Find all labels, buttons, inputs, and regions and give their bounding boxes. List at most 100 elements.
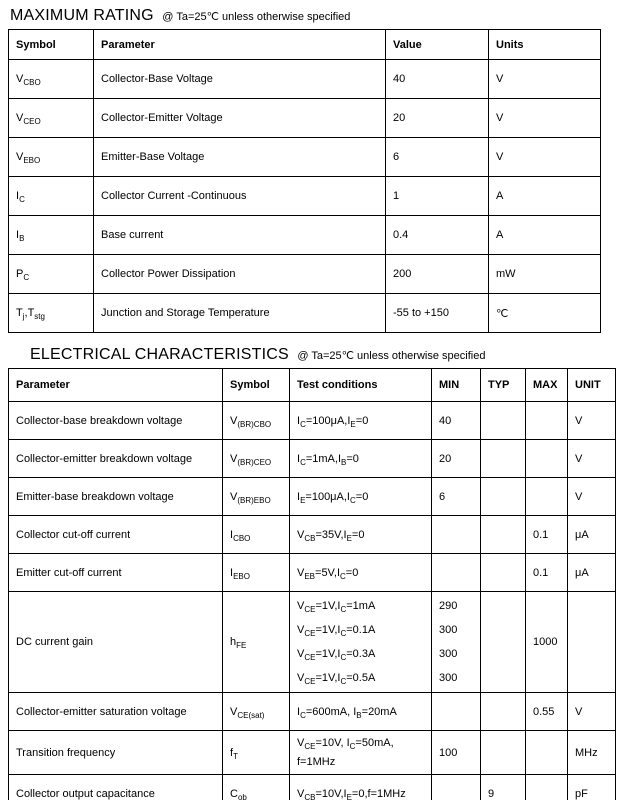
column-header-value: Value (385, 29, 489, 60)
table-header-row: Symbol Parameter Value Units (8, 29, 601, 60)
symbol-cell: VCBO (8, 59, 94, 99)
min-cell (431, 692, 481, 731)
table-row: Collector-emitter saturation voltage VCE(… (8, 692, 616, 731)
column-header-symbol: Symbol (222, 368, 290, 402)
min-cell: 100 (431, 730, 481, 775)
max-rating-title: MAXIMUM RATING @ Ta=25℃ unless otherwise… (10, 7, 619, 25)
test-conditions-cell: IE=100μA,IC=0 (289, 477, 432, 516)
unit-cell: V (567, 477, 616, 516)
column-header-units: Units (488, 29, 601, 60)
units-cell: V (488, 59, 601, 99)
parameter-cell: Collector-emitter saturation voltage (8, 692, 223, 731)
test-conditions-cell: IC=100μA,IE=0 (289, 401, 432, 440)
min-cell: 40 (431, 401, 481, 440)
parameter-cell: Collector cut-off current (8, 515, 223, 554)
typ-cell (480, 515, 526, 554)
table-row: VCEO Collector-Emitter Voltage 20 V (8, 98, 601, 138)
units-cell: A (488, 176, 601, 216)
parameter-cell: Emitter cut-off current (8, 553, 223, 592)
test-conditions-cell: IC=1mA,IB=0 (289, 439, 432, 478)
column-header-max: MAX (525, 368, 568, 402)
max-rating-note: @ Ta=25℃ unless otherwise specified (162, 11, 351, 23)
symbol-cell: Tj,Tstg (8, 293, 94, 333)
symbol-cell: V(BR)CBO (222, 401, 290, 440)
unit-cell: V (567, 439, 616, 478)
typ-cell (480, 730, 526, 775)
table-row: Collector cut-off current ICBO VCB=35V,IE=… (8, 515, 616, 554)
parameter-cell: Collector output capacitance (8, 774, 223, 800)
max-cell: 0.55 (525, 692, 568, 731)
value-cell: -55 to +150 (385, 293, 489, 333)
table-row: Emitter-base breakdown voltage V(BR)EBO IE… (8, 477, 616, 516)
symbol-cell: IC (8, 176, 94, 216)
symbol-cell: ICBO (222, 515, 290, 554)
max-cell: 0.1 (525, 515, 568, 554)
value-cell: 1 (385, 176, 489, 216)
symbol-cell: V(BR)CEO (222, 439, 290, 478)
symbol-cell: VCEO (8, 98, 94, 138)
electrical-heading: ELECTRICAL CHARACTERISTICS (30, 346, 289, 363)
test-conditions-cell: VCE=10V, IC=50mA, f=1MHz (289, 730, 432, 775)
min-cell (431, 515, 481, 554)
units-cell: V (488, 98, 601, 138)
parameter-cell: Junction and Storage Temperature (93, 293, 386, 333)
unit-cell: μA (567, 515, 616, 554)
typ-cell (480, 401, 526, 440)
max-cell (525, 439, 568, 478)
typ-cell (480, 692, 526, 731)
table-row: Collector-base breakdown voltage V(BR)CBO… (8, 401, 616, 440)
min-cell (431, 553, 481, 592)
parameter-cell: Collector-emitter breakdown voltage (8, 439, 223, 478)
parameter-cell: Collector Current -Continuous (93, 176, 386, 216)
parameter-cell: Base current (93, 215, 386, 255)
column-header-test-conditions: Test conditions (289, 368, 432, 402)
typ-cell (480, 591, 526, 693)
units-cell: mW (488, 254, 601, 294)
table-header-row: Parameter Symbol Test conditions MIN TYP… (8, 368, 616, 402)
parameter-cell: Transition frequency (8, 730, 223, 775)
max-cell (525, 730, 568, 775)
test-conditions-cell: VCB=35V,IE=0 (289, 515, 432, 554)
value-cell: 6 (385, 137, 489, 177)
electrical-note: @ Ta=25℃ unless otherwise specified (297, 350, 486, 362)
value-cell: 40 (385, 59, 489, 99)
symbol-cell: VCE(sat) (222, 692, 290, 731)
min-cell (431, 774, 481, 800)
column-header-typ: TYP (480, 368, 526, 402)
unit-cell: V (567, 401, 616, 440)
parameter-cell: Collector-Emitter Voltage (93, 98, 386, 138)
unit-cell: pF (567, 774, 616, 800)
min-cell: 6 (431, 477, 481, 516)
table-row: VCBO Collector-Base Voltage 40 V (8, 59, 601, 99)
parameter-cell: DC current gain (8, 591, 223, 693)
column-header-min: MIN (431, 368, 481, 402)
symbol-cell: PC (8, 254, 94, 294)
min-cell: 290 300 300 300 (431, 591, 481, 693)
column-header-symbol: Symbol (8, 29, 94, 60)
symbol-cell: hFE (222, 591, 290, 693)
unit-cell: MHz (567, 730, 616, 775)
unit-cell: V (567, 692, 616, 731)
electrical-characteristics-body: Collector-base breakdown voltage V(BR)CBO… (8, 401, 616, 800)
column-header-unit: UNIT (567, 368, 616, 402)
max-cell (525, 477, 568, 516)
column-header-parameter: Parameter (8, 368, 223, 402)
table-row: VEBO Emitter-Base Voltage 6 V (8, 137, 601, 177)
electrical-title: ELECTRICAL CHARACTERISTICS @ Ta=25℃ unle… (30, 346, 619, 364)
units-cell: ℃ (488, 293, 601, 333)
parameter-cell: Collector-Base Voltage (93, 59, 386, 99)
symbol-cell: IB (8, 215, 94, 255)
test-conditions-cell: VEB=5V,IC=0 (289, 553, 432, 592)
table-row: Tj,Tstg Junction and Storage Temperature -… (8, 293, 601, 333)
column-header-parameter: Parameter (93, 29, 386, 60)
typ-cell (480, 553, 526, 592)
maximum-rating-body: VCBO Collector-Base Voltage 40 V VCEO Collect… (8, 59, 601, 333)
unit-cell: μA (567, 553, 616, 592)
parameter-cell: Collector Power Dissipation (93, 254, 386, 294)
units-cell: V (488, 137, 601, 177)
symbol-cell: fT (222, 730, 290, 775)
table-row: DC current gain hFE VCE=1V,IC=1mA VCE=1V,IC… (8, 591, 616, 693)
parameter-cell: Emitter-Base Voltage (93, 137, 386, 177)
typ-cell (480, 439, 526, 478)
max-cell: 1000 (525, 591, 568, 693)
